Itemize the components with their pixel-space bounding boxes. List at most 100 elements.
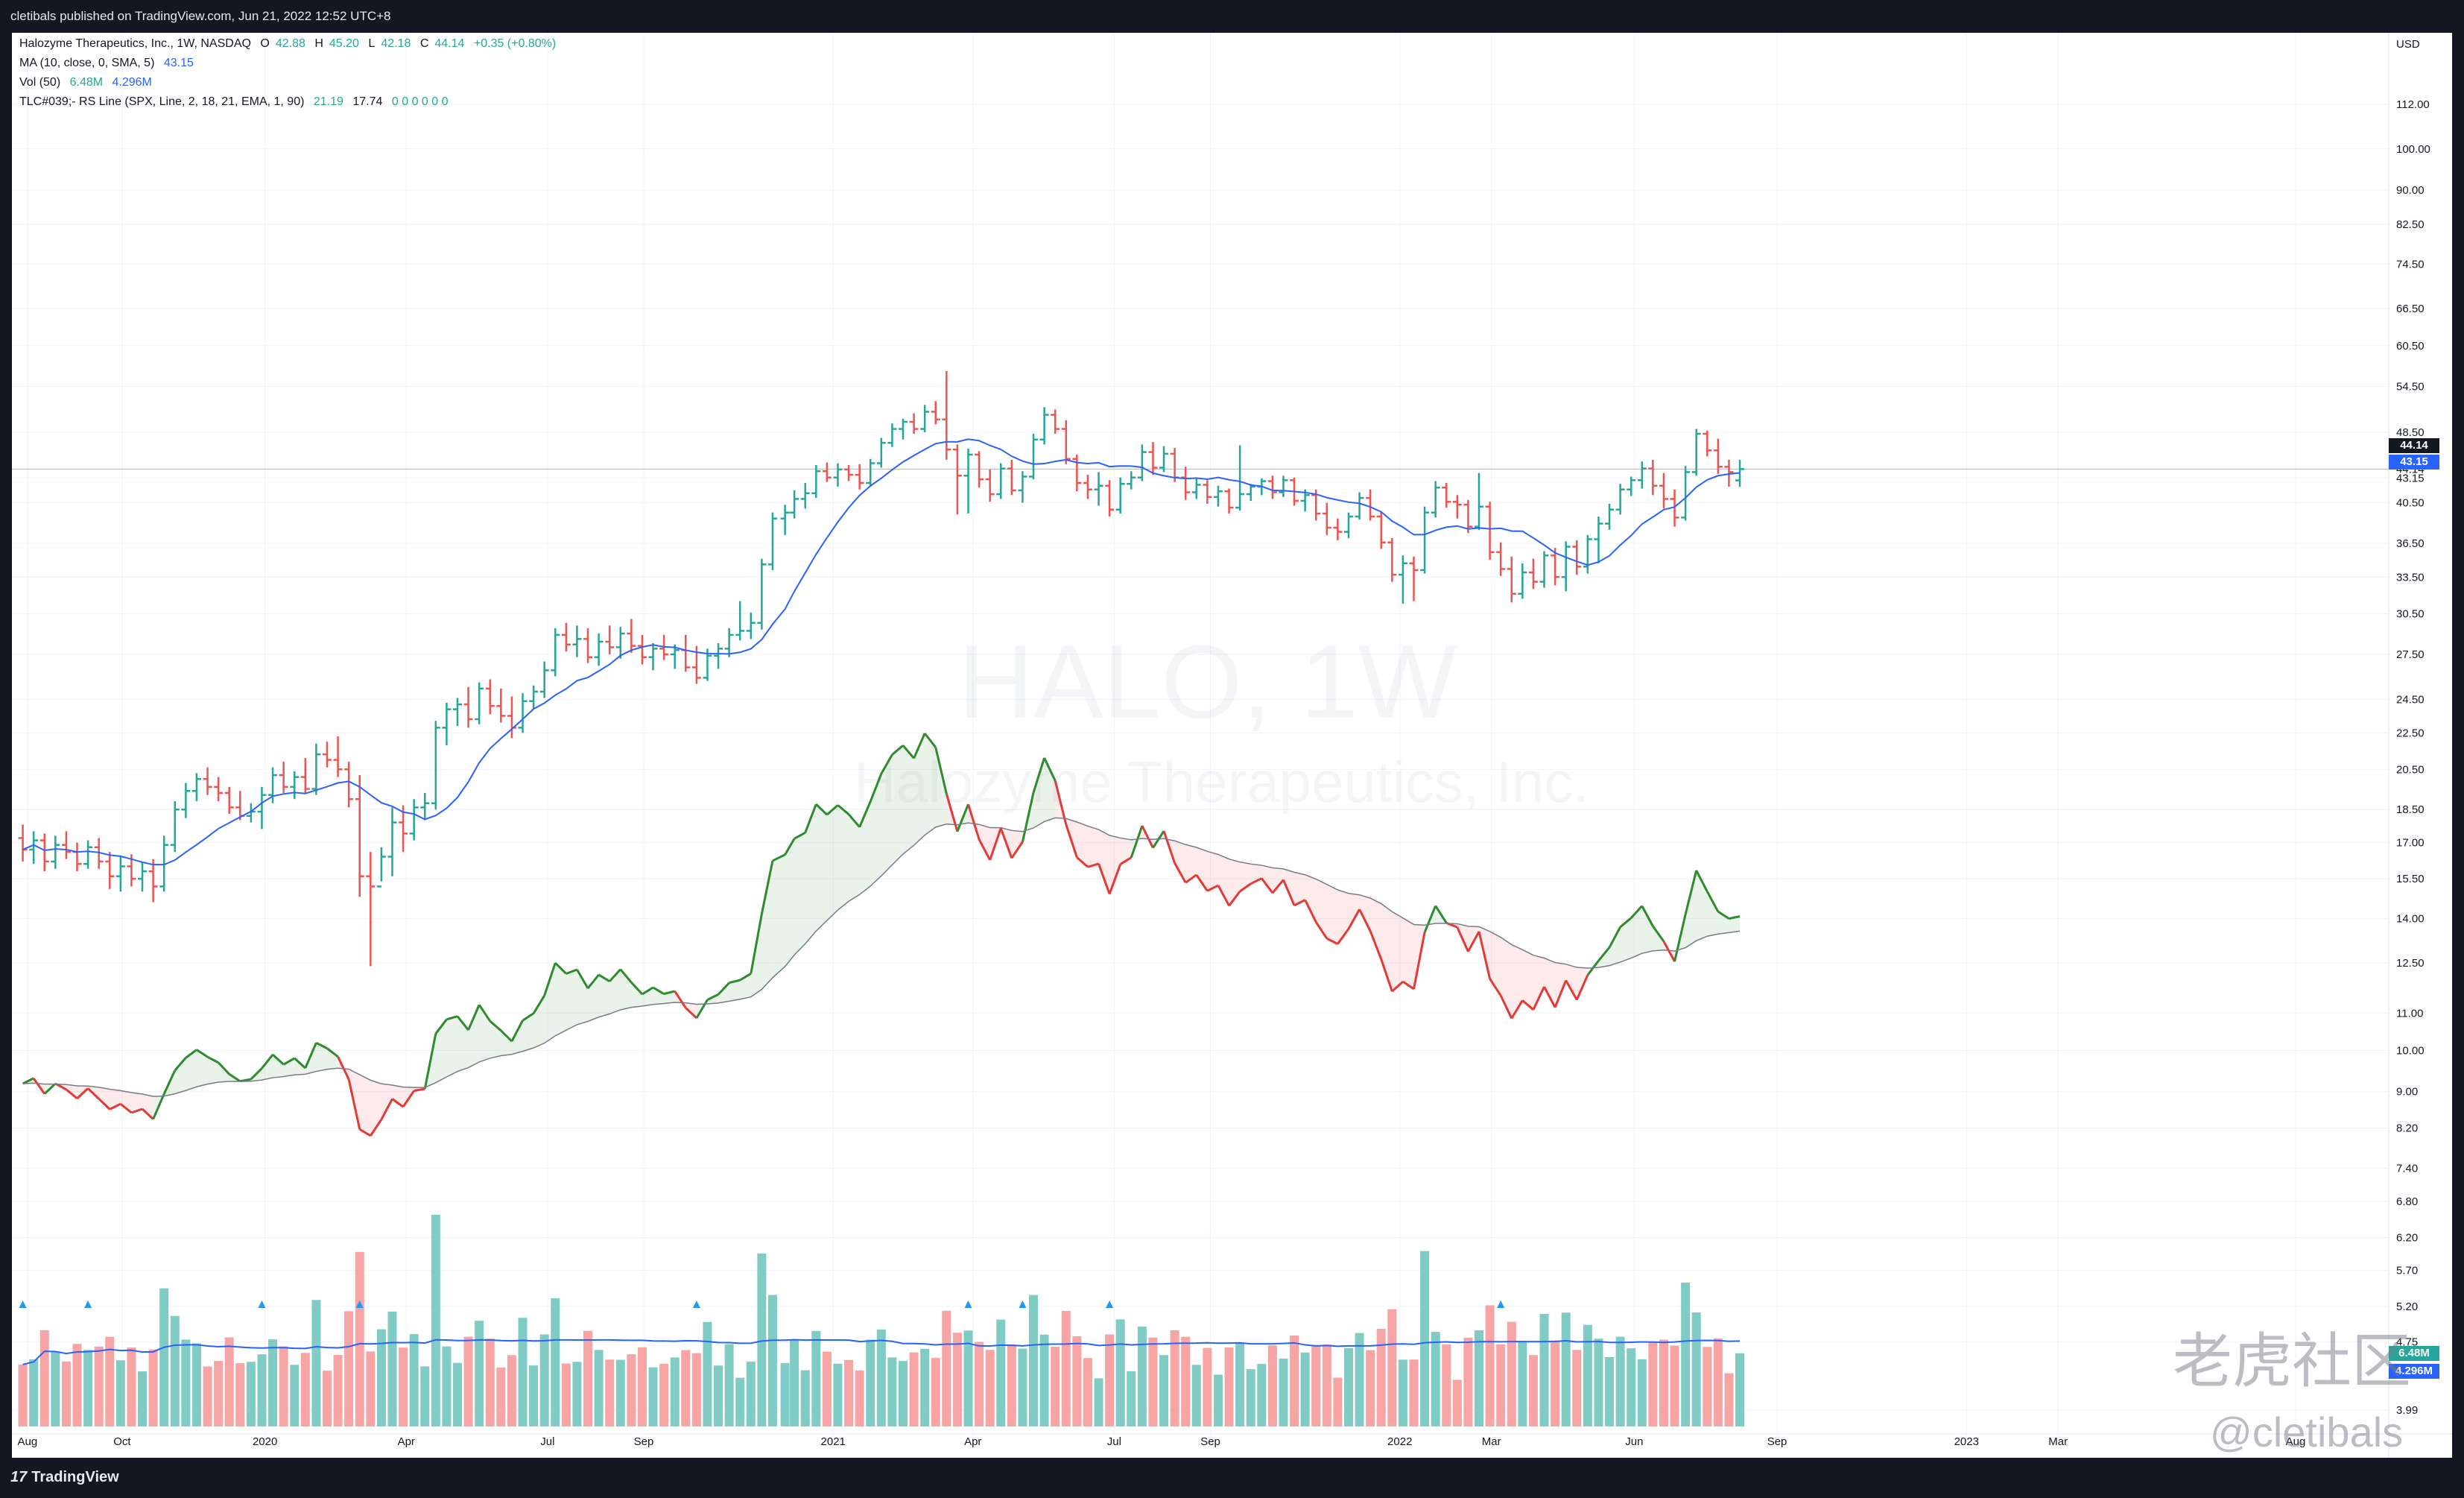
ohlc-bar (181, 783, 191, 818)
volume-bar (1213, 1374, 1223, 1426)
currency-label: USD (2396, 38, 2420, 51)
volume-bar (61, 1361, 71, 1426)
rs-fill-segment (1044, 757, 1056, 822)
price-tick-label: 12.50 (2396, 957, 2425, 970)
volume-bar (105, 1336, 115, 1426)
tradingview-footer[interactable]: 17 TradingView (10, 1461, 119, 1494)
legend-volume[interactable]: Vol (50) 6.48M 4.296M (19, 76, 152, 89)
grid-lines (12, 33, 2389, 1434)
volume-bar (691, 1353, 701, 1426)
volume-bar (1572, 1350, 1582, 1426)
rs-fill-segment (913, 733, 925, 846)
rs-fill-segment (501, 1030, 512, 1056)
price-tick-label: 18.50 (2396, 803, 2425, 816)
rs-line-segment (141, 1107, 154, 1120)
volume-bar (181, 1339, 191, 1426)
ohlc-bar (561, 622, 571, 652)
volume-bar (518, 1318, 528, 1426)
ohlc-bar (952, 444, 962, 515)
time-tick-label: Jul (1107, 1435, 1121, 1448)
rs-line-segment (1662, 941, 1676, 962)
ohlc-bar (279, 762, 288, 793)
rs-line-segment (196, 1049, 209, 1058)
rs-line-segment (685, 1007, 697, 1020)
rs-fill-segment (902, 745, 914, 854)
time-tick-label: 2020 (253, 1435, 277, 1448)
rs-line-segment (989, 827, 1002, 861)
volume-bar (1724, 1373, 1734, 1426)
ohlc-bar (876, 437, 886, 468)
ohlc-bar (822, 462, 832, 482)
rs-line-segment (1054, 780, 1068, 825)
rs-line-segment (1391, 980, 1404, 993)
volume-bar (1311, 1345, 1321, 1426)
legend-ma[interactable]: MA (10, close, 0, SMA, 5) 43.15 (19, 57, 194, 69)
ohlc-bar (1148, 442, 1158, 475)
rs-line-segment (1456, 926, 1469, 952)
rs-line-segment (1543, 986, 1556, 1008)
rs-line-segment (815, 803, 828, 816)
rs-line-segment (1326, 937, 1339, 945)
ohlc-bar (61, 831, 71, 859)
ohlc-bar (1420, 506, 1430, 574)
ohlc-bar (931, 401, 940, 425)
rs-line-segment (1228, 891, 1241, 907)
rs-line-segment (185, 1049, 197, 1059)
rs-fill-segment (642, 987, 653, 1007)
rs-line-segment (837, 804, 850, 815)
rs-line-segment (1098, 863, 1111, 895)
time-tick-label: Aug (2286, 1435, 2306, 1448)
volume-bar (507, 1355, 516, 1426)
legend-rs[interactable]: TLC#039;- RS Line (SPX, Line, 2, 18, 21,… (19, 95, 449, 108)
volume-bar (1518, 1341, 1527, 1426)
volume-bar (257, 1354, 267, 1426)
chart-panel[interactable]: HALO, 1W Halozyme Therapeutics, Inc. 112… (12, 33, 2452, 1458)
user-credit: @cletibals (2210, 1409, 2404, 1456)
volume-bar (311, 1300, 321, 1426)
volume-bar (1605, 1356, 1615, 1426)
rs-line-segment (174, 1057, 187, 1072)
ohlc-bar (1137, 444, 1147, 481)
price-tick-label: 33.50 (2396, 571, 2425, 584)
rs-line-segment (391, 1098, 404, 1108)
volume-bar (1681, 1282, 1691, 1426)
rs-line-segment (619, 968, 633, 984)
volume-bar (51, 1352, 60, 1426)
ohlc-bar (1409, 556, 1419, 601)
volume-bar (333, 1355, 343, 1426)
volume-bar (866, 1339, 875, 1426)
rs-line-segment (1282, 879, 1296, 906)
rs-line-segment (1489, 978, 1502, 996)
rs-line-segment (1565, 979, 1578, 1001)
rs-line-segment (1217, 885, 1230, 907)
volume-bar (952, 1333, 962, 1426)
rs-line-segment (380, 1098, 393, 1120)
volume-bar (1627, 1348, 1636, 1426)
time-tick-label: Apr (398, 1435, 415, 1448)
volume-bar (452, 1362, 462, 1426)
rs-fill-segment (326, 1048, 338, 1069)
volume-bar (475, 1321, 484, 1426)
price-tick-label: 8.20 (2396, 1122, 2418, 1135)
rs-line-segment (162, 1069, 177, 1095)
rs-line-segment (1402, 980, 1415, 990)
rs-fill-segment (1185, 844, 1197, 883)
price-tick-label: 54.50 (2396, 381, 2425, 394)
price-tick-label: 112.00 (2396, 98, 2430, 111)
rs-line-segment (1717, 910, 1730, 920)
rs-line-segment (304, 1042, 317, 1069)
ohlc-bar (496, 688, 506, 723)
symbol-watermark: HALO, 1W (958, 623, 1457, 740)
volume-bar (561, 1363, 571, 1426)
volume-bar (148, 1349, 158, 1426)
volume-bar (746, 1362, 756, 1426)
ohlc-bar (1528, 558, 1538, 590)
legend-change: +0.35 (+0.80%) (473, 37, 557, 50)
rs-line-segment (326, 1047, 339, 1058)
volume-bar (94, 1346, 104, 1426)
volume-bar (1267, 1345, 1277, 1426)
ohlc-bar (1463, 499, 1473, 534)
rs-fill-segment (1707, 891, 1718, 937)
rs-line-segment (109, 1102, 121, 1110)
price-chart[interactable]: 112.00 100.00 90.00 82.50 74.50 66.50 60.50 54.… (12, 33, 2452, 1458)
